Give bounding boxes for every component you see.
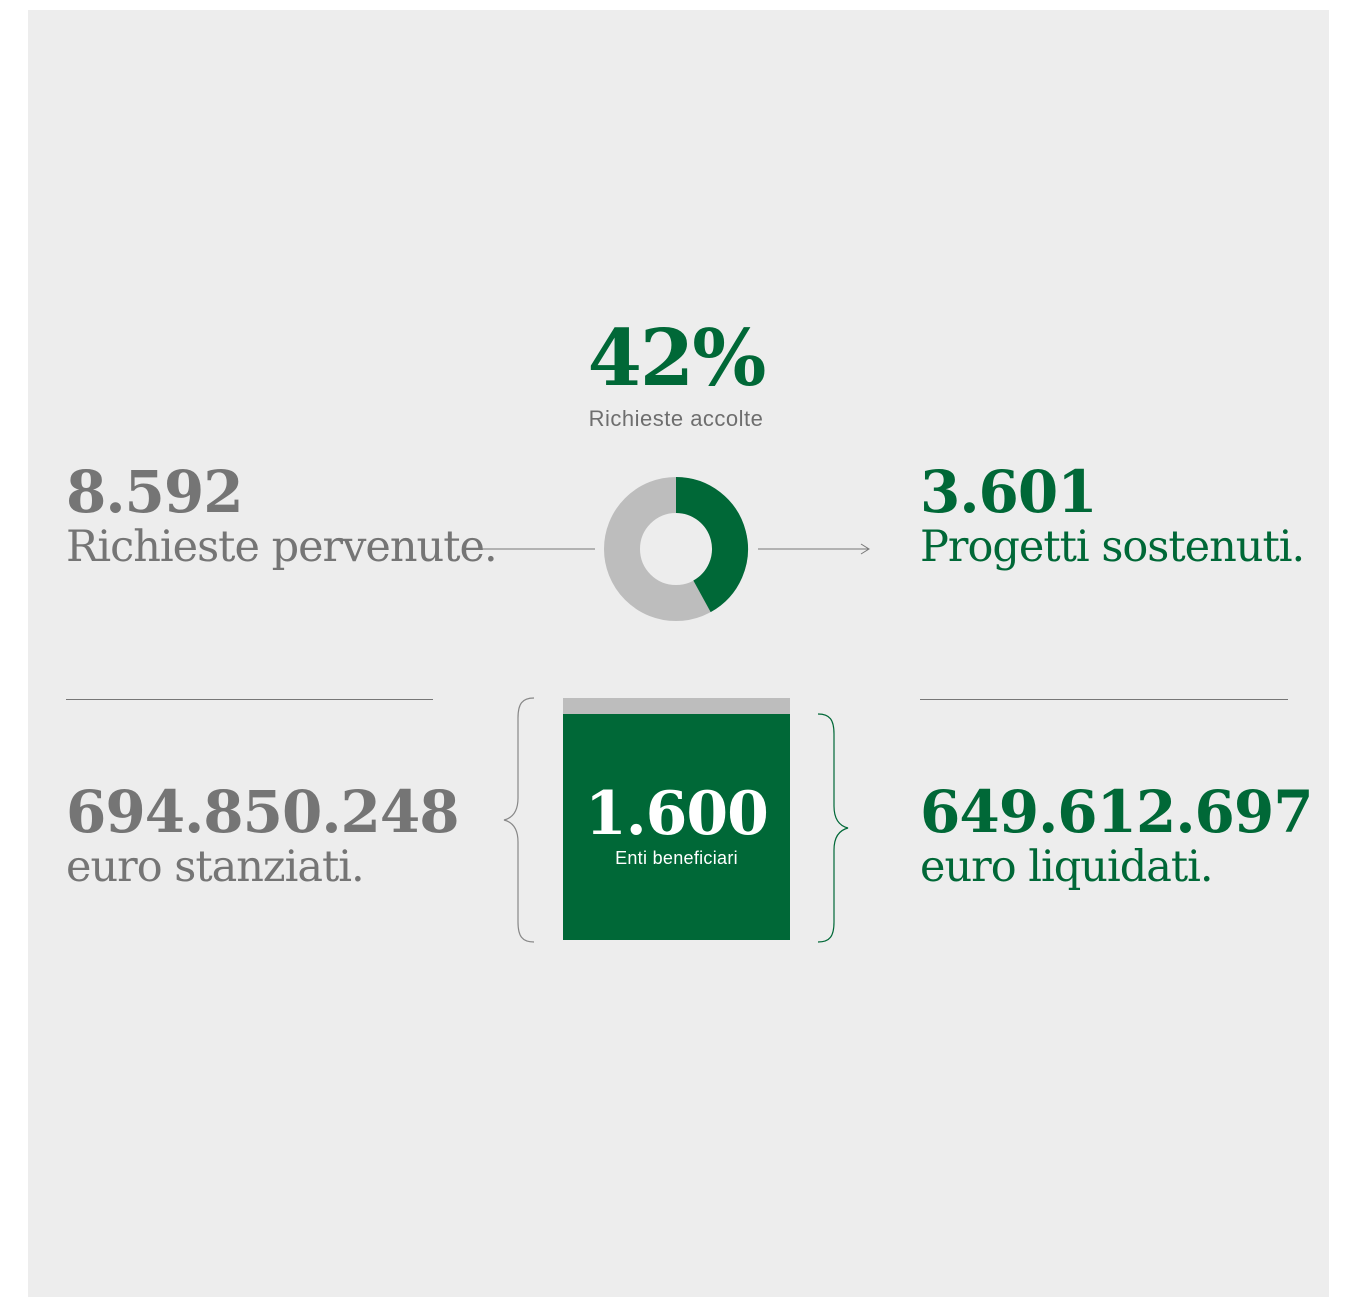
left-divider [66, 699, 433, 700]
beneficiaries-number: 1.600 [585, 779, 769, 849]
allocated-label: euro stanziati. [66, 842, 365, 892]
right-divider [920, 699, 1288, 700]
allocated-number: 694.850.248 [66, 778, 460, 846]
beneficiaries-label: Enti beneficiari [615, 848, 738, 868]
beneficiaries-box-main [563, 714, 790, 940]
beneficiaries-box: 1.600 Enti beneficiari [563, 698, 790, 940]
projects-number: 3.601 [920, 458, 1098, 526]
beneficiaries-box-top-band [563, 698, 790, 714]
disbursed-number: 649.612.697 [920, 778, 1314, 846]
projects-label: Progetti sostenuti. [920, 522, 1305, 572]
right-brace-icon [817, 713, 849, 943]
accepted-label: Richieste accolte [588, 406, 764, 431]
infographic-panel [28, 10, 1329, 1297]
donut-accepted-slice [675, 477, 748, 613]
requests-label: Richieste pervenute. [66, 522, 498, 572]
donut-connector-graphic [480, 477, 870, 621]
left-brace-icon [503, 697, 535, 943]
disbursed-label: euro liquidati. [920, 842, 1214, 892]
requests-number: 8.592 [66, 458, 244, 526]
accepted-percent: 42% [587, 313, 767, 404]
arrow-head-icon [860, 543, 870, 555]
